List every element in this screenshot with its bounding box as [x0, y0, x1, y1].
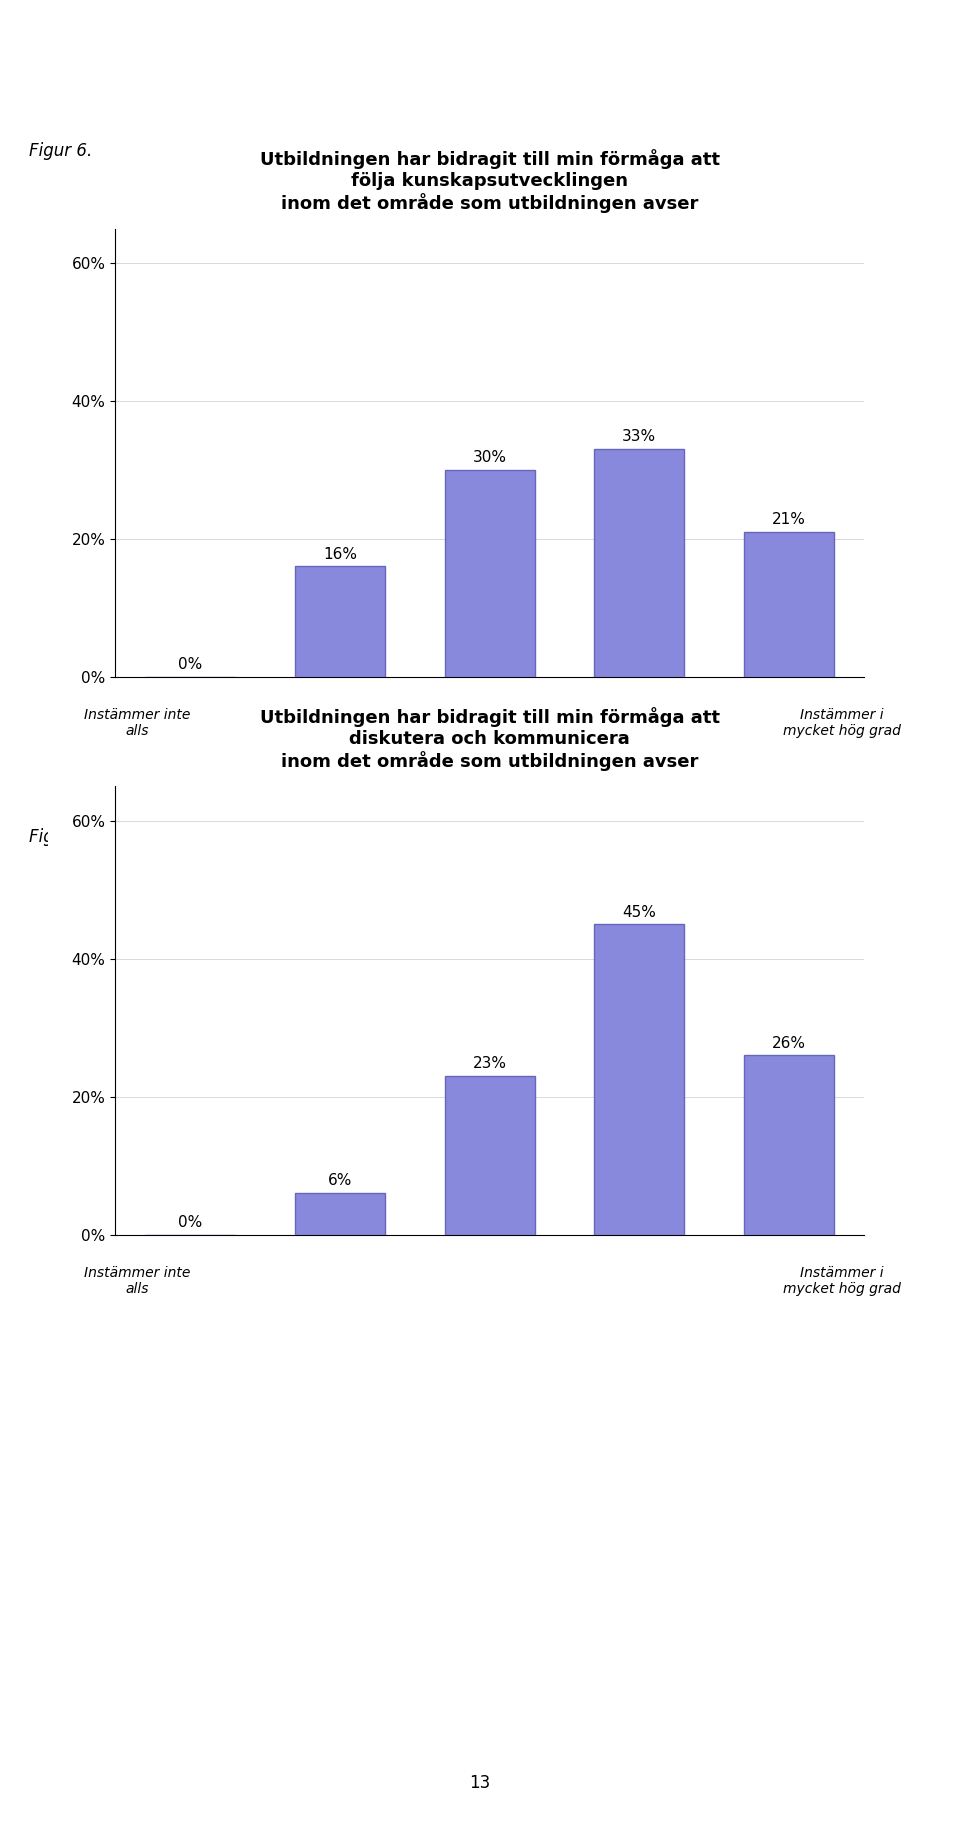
- Bar: [594, 924, 684, 1235]
- Text: 30%: 30%: [472, 450, 507, 465]
- Text: 33%: 33%: [622, 430, 657, 444]
- Text: 6%: 6%: [327, 1174, 352, 1189]
- Bar: [444, 1075, 535, 1235]
- Bar: [295, 1193, 385, 1235]
- Text: 26%: 26%: [772, 1035, 806, 1050]
- Text: Instämmer inte
alls: Instämmer inte alls: [84, 708, 191, 739]
- Bar: [744, 1055, 834, 1235]
- FancyBboxPatch shape: [35, 174, 945, 759]
- Text: Instämmer i
mycket hög grad: Instämmer i mycket hög grad: [782, 708, 900, 739]
- Text: Figur 6.: Figur 6.: [29, 143, 92, 159]
- Text: 23%: 23%: [472, 1055, 507, 1072]
- Text: 45%: 45%: [622, 905, 657, 920]
- Title: Utbildningen har bidragit till min förmåga att
följa kunskapsutvecklingen
inom d: Utbildningen har bidragit till min förmå…: [259, 150, 720, 214]
- Title: Utbildningen har bidragit till min förmåga att
diskutera och kommunicera
inom de: Utbildningen har bidragit till min förmå…: [259, 708, 720, 772]
- Text: Instämmer inte
alls: Instämmer inte alls: [84, 1266, 191, 1297]
- Text: 13: 13: [469, 1774, 491, 1792]
- Text: 0%: 0%: [178, 1214, 203, 1229]
- Text: Figur 7.: Figur 7.: [29, 829, 92, 845]
- Bar: [594, 450, 684, 677]
- Bar: [295, 567, 385, 677]
- Text: 21%: 21%: [772, 512, 806, 527]
- Bar: [744, 532, 834, 677]
- Text: 0%: 0%: [178, 657, 203, 671]
- Text: 16%: 16%: [323, 547, 357, 562]
- Bar: [444, 470, 535, 677]
- Text: Instämmer i
mycket hög grad: Instämmer i mycket hög grad: [782, 1266, 900, 1297]
- FancyBboxPatch shape: [35, 732, 945, 1317]
